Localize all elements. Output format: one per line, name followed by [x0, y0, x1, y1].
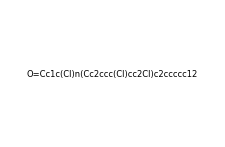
Text: O=Cc1c(Cl)n(Cc2ccc(Cl)cc2Cl)c2ccccc12: O=Cc1c(Cl)n(Cc2ccc(Cl)cc2Cl)c2ccccc12	[26, 70, 198, 78]
